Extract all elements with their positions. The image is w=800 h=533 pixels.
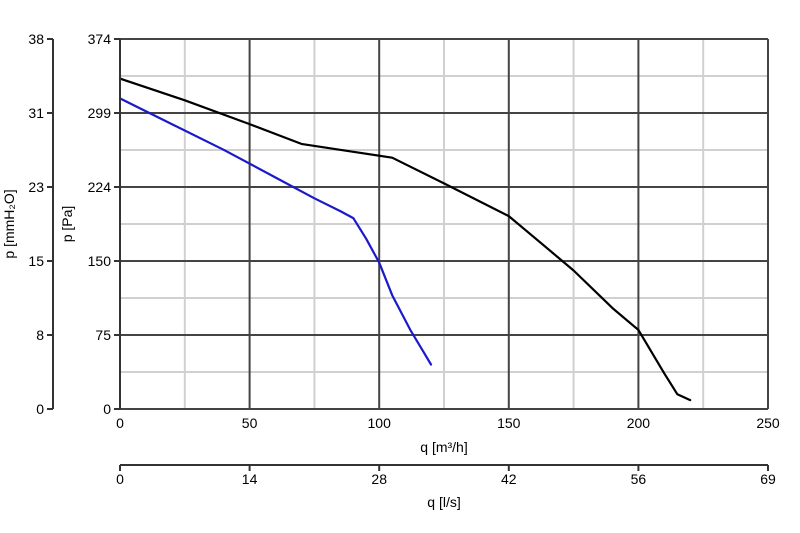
x-tick-label: 150 — [497, 415, 521, 431]
y-tick-label: 224 — [88, 179, 112, 195]
minor-grid — [120, 39, 768, 409]
y2-tick-label: 38 — [28, 31, 44, 47]
y2-axis-title: p [mmH₂O] — [1, 189, 17, 258]
x-tick-label: 0 — [116, 415, 124, 431]
x-tick-label: 200 — [627, 415, 651, 431]
x-axis-title: q [m³/h] — [420, 439, 467, 455]
x2-tick-label: 0 — [116, 471, 124, 487]
y-tick-label: 299 — [88, 105, 112, 121]
y-tick-label: 374 — [88, 31, 112, 47]
y-tick-label: 150 — [88, 253, 112, 269]
series-layer — [118, 77, 692, 402]
axes-layer: 0 75 150 224 299 374 0 8 15 23 31 38 0 50 100 150 200 250… — [28, 31, 779, 487]
y2-tick-label: 23 — [28, 179, 44, 195]
series-line-2 — [118, 97, 433, 366]
y-tick-label: 75 — [95, 327, 111, 343]
series-line-1 — [118, 77, 692, 402]
y-axis-title: p [Pa] — [59, 206, 75, 243]
x2-tick-label: 56 — [631, 471, 647, 487]
y-tick-label: 0 — [103, 401, 111, 417]
y2-tick-label: 0 — [36, 401, 44, 417]
y2-tick-label: 31 — [28, 105, 44, 121]
x2-tick-label: 14 — [242, 471, 258, 487]
x2-axis-title: q [l/s] — [427, 494, 460, 510]
x2-tick-label: 28 — [371, 471, 387, 487]
y2-tick-label: 15 — [28, 253, 44, 269]
x2-tick-label: 42 — [501, 471, 517, 487]
x2-tick-label: 69 — [760, 471, 776, 487]
x-tick-label: 50 — [242, 415, 258, 431]
x-tick-label: 100 — [368, 415, 392, 431]
y2-tick-label: 8 — [36, 327, 44, 343]
x-tick-label: 250 — [756, 415, 780, 431]
